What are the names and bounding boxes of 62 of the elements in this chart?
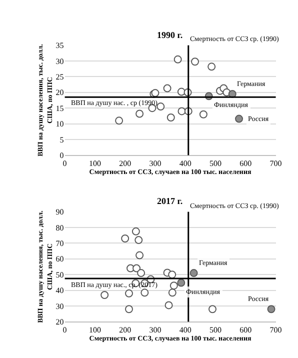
x-tick-label: 100	[88, 158, 101, 168]
y-tick-label: 90	[56, 208, 64, 217]
x-tick-label: 300	[149, 325, 162, 334]
x-tick-label: 500	[210, 325, 222, 334]
point	[174, 55, 182, 64]
y-tick-label: 35	[56, 41, 64, 50]
x-tick-label: 400	[179, 325, 192, 334]
x-tick-label: 200	[119, 158, 132, 168]
point	[170, 282, 178, 290]
point	[208, 62, 216, 71]
point	[132, 227, 140, 236]
y-tick-label: 50	[56, 270, 64, 280]
point	[177, 278, 186, 287]
point	[267, 305, 276, 314]
y-tick-label: 20	[56, 88, 64, 98]
point	[191, 58, 199, 66]
x-tick-label: 200	[119, 325, 132, 334]
point	[190, 269, 198, 278]
y-tick-label: 70	[56, 239, 64, 248]
point	[121, 234, 130, 242]
point	[115, 116, 124, 125]
point	[140, 288, 149, 297]
point	[235, 114, 244, 123]
point	[125, 289, 133, 298]
x-tick-label: 600	[240, 325, 252, 334]
y-tick-label: 0	[60, 150, 64, 160]
point	[136, 110, 144, 118]
x-tick-label: 700	[270, 158, 282, 168]
y-tick-label: 80	[56, 223, 64, 232]
point	[177, 88, 186, 96]
y-tick-label: 15	[56, 104, 64, 113]
point	[164, 301, 173, 310]
x-tick-label: 600	[240, 158, 252, 168]
x-tick-label: 700	[270, 325, 282, 334]
y-tick-label: 40	[56, 286, 64, 296]
point	[208, 305, 216, 314]
y-tick-label: 5	[60, 135, 64, 144]
point	[166, 114, 175, 122]
y-tick-label: 20	[56, 317, 64, 326]
y-tick-label: 25	[56, 72, 64, 82]
point	[132, 264, 141, 272]
point	[100, 291, 109, 299]
y-tick-label: 60	[56, 254, 64, 264]
point	[178, 107, 186, 116]
point	[134, 236, 143, 244]
y-tick-label: 10	[56, 120, 64, 129]
x-tick-label: 100	[88, 325, 101, 334]
point	[125, 305, 133, 314]
y-tick-label: 30	[56, 302, 64, 311]
y-tick-label: 30	[56, 56, 64, 66]
point	[137, 269, 146, 278]
x-tick-label: 300	[149, 158, 162, 168]
point	[168, 270, 176, 279]
point	[199, 110, 208, 118]
point	[156, 102, 165, 111]
x-tick-label: 400	[179, 158, 192, 168]
chart-title: 2017 г.	[157, 196, 183, 206]
point	[136, 251, 144, 260]
x-tick-label: 500	[210, 158, 222, 168]
chart-title: 1990 г.	[157, 30, 183, 40]
point	[163, 84, 172, 92]
point	[168, 288, 176, 297]
